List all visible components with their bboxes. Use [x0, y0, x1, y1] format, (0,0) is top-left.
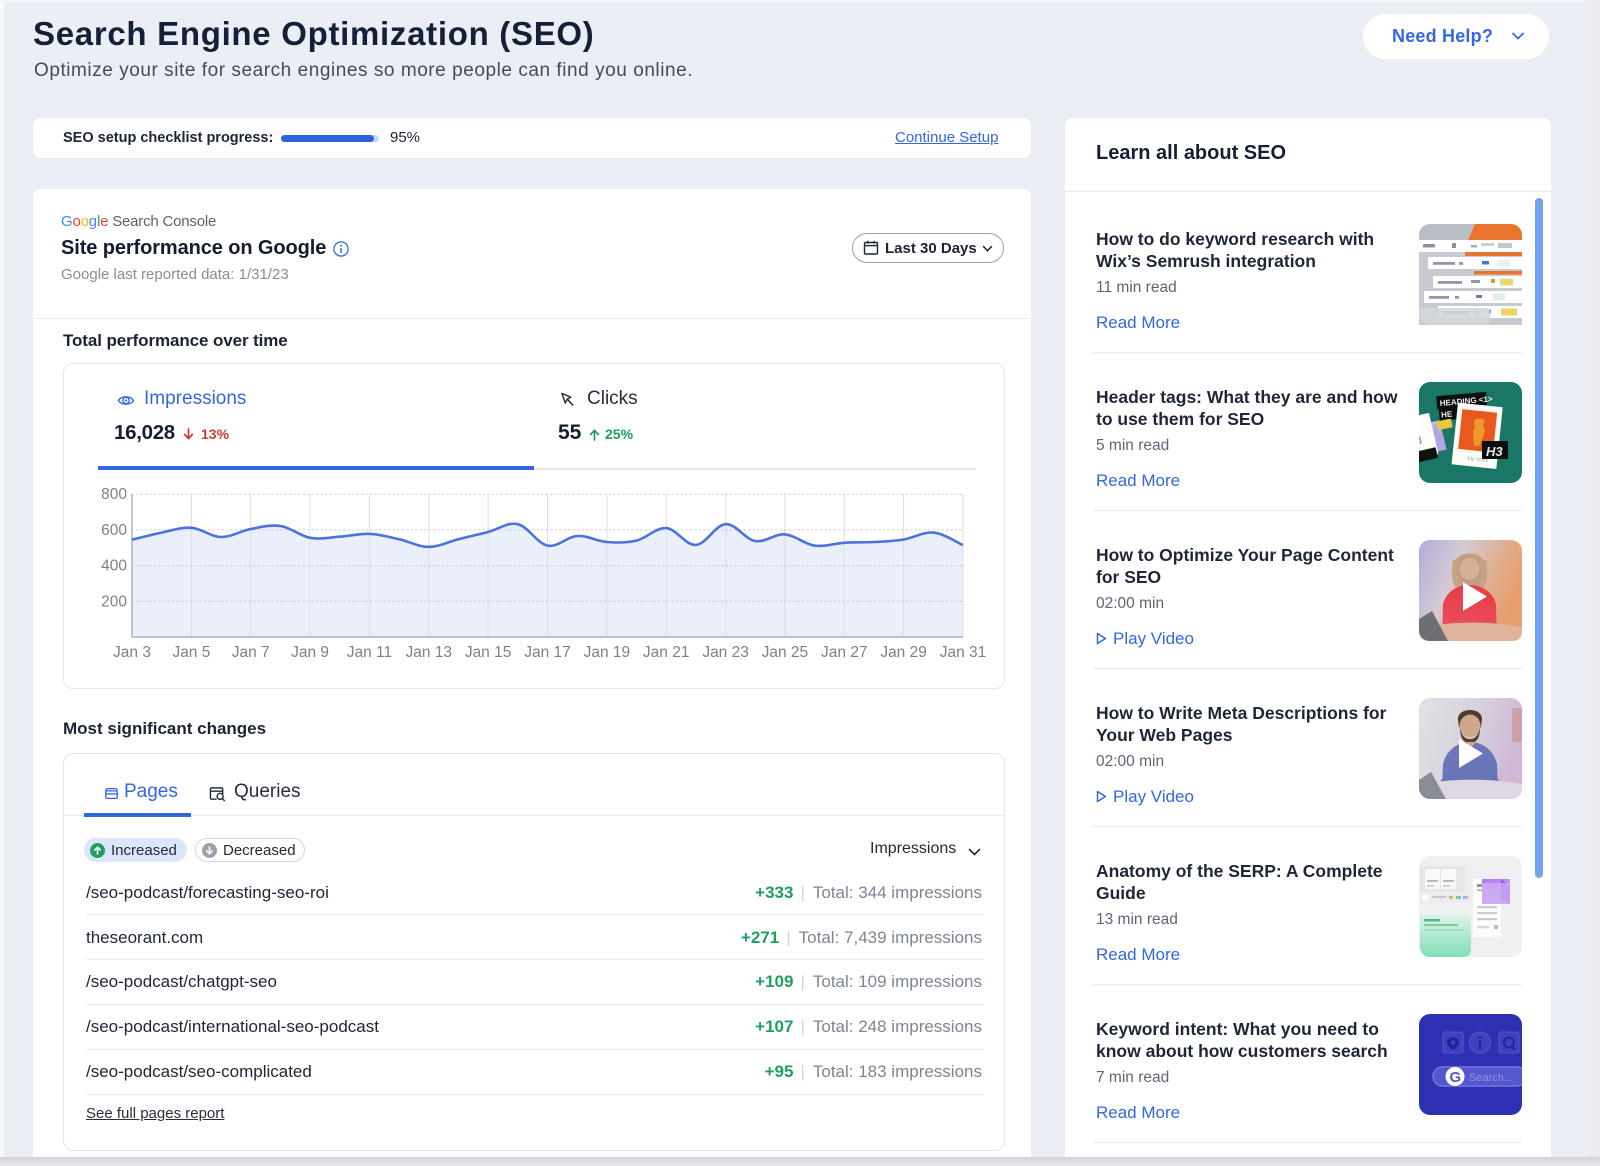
svg-text:G: G — [1450, 1069, 1462, 1086]
svg-text:My Work: My Work — [1467, 456, 1489, 464]
svg-text:200: 200 — [101, 593, 127, 610]
svg-text:H3: H3 — [1486, 444, 1503, 459]
svg-text:HE: HE — [1441, 410, 1454, 420]
svg-text:Jan 3: Jan 3 — [113, 644, 151, 661]
svg-text:Jan 27: Jan 27 — [821, 644, 868, 661]
svg-text:800: 800 — [101, 486, 127, 503]
svg-text:Jan 15: Jan 15 — [465, 644, 512, 661]
svg-text:Jan 13: Jan 13 — [406, 644, 453, 661]
svg-text:Search...: Search... — [1469, 1072, 1513, 1084]
svg-text:Jan 7: Jan 7 — [232, 644, 270, 661]
svg-text:Jan 5: Jan 5 — [172, 644, 210, 661]
svg-text:Jan 23: Jan 23 — [702, 644, 749, 661]
svg-text:Jan 29: Jan 29 — [880, 644, 927, 661]
svg-text:Jan 11: Jan 11 — [347, 644, 392, 661]
svg-text:Jan 25: Jan 25 — [762, 644, 809, 661]
svg-text:Jan 9: Jan 9 — [291, 644, 329, 661]
svg-text:600: 600 — [101, 522, 127, 539]
svg-text:Jan 19: Jan 19 — [584, 644, 631, 661]
svg-text:Jan 31: Jan 31 — [940, 644, 987, 661]
svg-text:Jan 21: Jan 21 — [643, 644, 690, 661]
svg-text:Jan 17: Jan 17 — [524, 644, 571, 661]
svg-text:400: 400 — [101, 558, 127, 575]
